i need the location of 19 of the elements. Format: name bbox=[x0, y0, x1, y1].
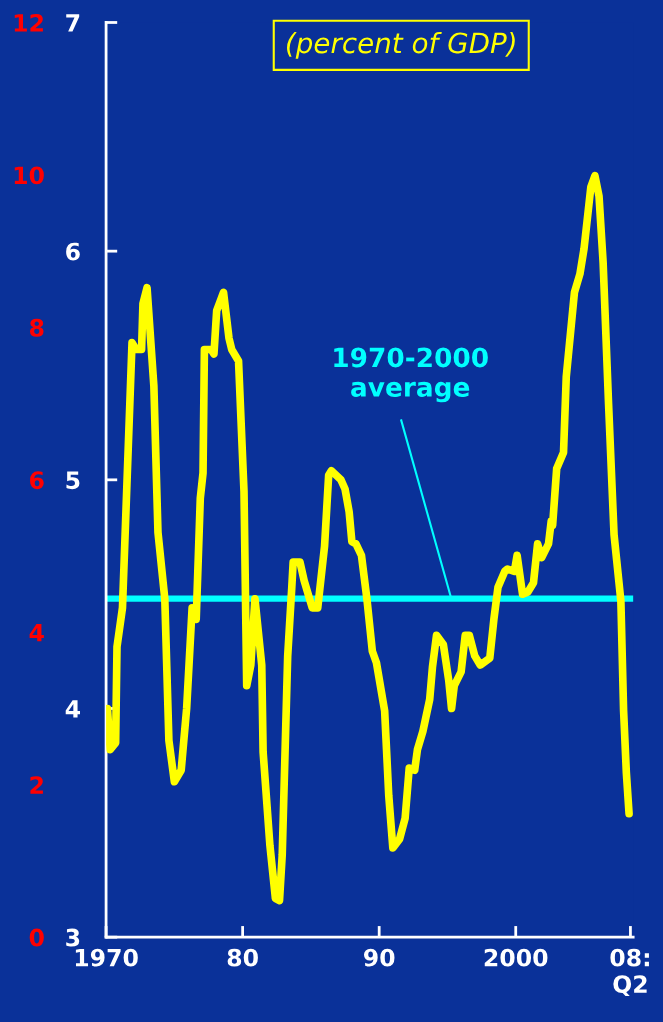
y2-tick-label: 0 bbox=[29, 928, 44, 947]
chart-title: (percent of GDP) bbox=[287, 31, 515, 59]
y-tick-label: 6 bbox=[66, 242, 80, 261]
y2-tick-label: 10 bbox=[14, 166, 44, 185]
y2-tick-label: 2 bbox=[30, 776, 43, 794]
x-tick-label: 2000 bbox=[484, 948, 548, 967]
x-tick-label: 08: Q2 bbox=[610, 948, 649, 997]
y-tick-label: 7 bbox=[66, 14, 80, 32]
y2-tick-label: 12 bbox=[14, 13, 43, 32]
x-tick-label: 1970 bbox=[75, 948, 138, 967]
x-tick-label: 80 bbox=[227, 948, 258, 967]
y-tick-label: 5 bbox=[66, 471, 80, 490]
y-tick-label: 3 bbox=[66, 928, 80, 947]
y2-tick-label: 6 bbox=[30, 471, 44, 490]
y-tick-label: 4 bbox=[65, 700, 80, 718]
y2-tick-label: 8 bbox=[29, 318, 44, 337]
ref-line-label: 1970-2000 average bbox=[334, 347, 488, 403]
y2-tick-label: 4 bbox=[29, 624, 44, 642]
x-tick-label: 90 bbox=[363, 948, 395, 967]
